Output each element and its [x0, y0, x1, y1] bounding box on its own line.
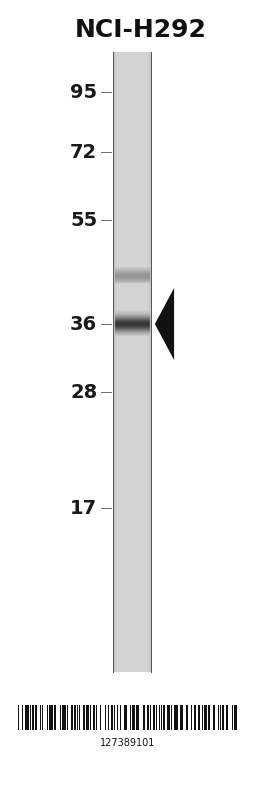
Text: 95: 95: [70, 82, 97, 102]
Bar: [171, 705, 172, 730]
Bar: [120, 705, 121, 730]
Polygon shape: [155, 288, 174, 360]
Bar: [22, 705, 23, 730]
Bar: [159, 705, 160, 730]
Bar: [47, 705, 48, 730]
Bar: [136, 705, 140, 730]
Bar: [25, 705, 29, 730]
Bar: [174, 705, 178, 730]
Bar: [222, 705, 224, 730]
Bar: [153, 705, 155, 730]
Bar: [116, 705, 118, 730]
Text: 28: 28: [70, 382, 97, 402]
Bar: [90, 705, 91, 730]
Bar: [204, 705, 207, 730]
Bar: [164, 705, 165, 730]
Bar: [132, 705, 135, 730]
Bar: [49, 705, 53, 730]
Bar: [232, 705, 233, 730]
Bar: [208, 705, 210, 730]
Text: 36: 36: [70, 314, 97, 334]
Bar: [71, 705, 73, 730]
Bar: [42, 705, 43, 730]
Bar: [147, 705, 149, 730]
Bar: [150, 705, 152, 730]
Bar: [100, 705, 101, 730]
Bar: [218, 705, 219, 730]
Bar: [130, 705, 131, 730]
Bar: [234, 705, 237, 730]
Bar: [32, 705, 34, 730]
Text: 72: 72: [70, 142, 97, 162]
Bar: [191, 705, 192, 730]
Text: 55: 55: [70, 210, 97, 230]
Text: NCI-H292: NCI-H292: [75, 18, 207, 42]
Bar: [156, 705, 157, 730]
Text: 17: 17: [70, 498, 97, 518]
Bar: [220, 705, 221, 730]
Bar: [180, 705, 183, 730]
Bar: [111, 705, 113, 730]
Bar: [114, 705, 115, 730]
Bar: [226, 705, 228, 730]
Bar: [92, 705, 95, 730]
Bar: [87, 705, 89, 730]
Bar: [96, 705, 97, 730]
Bar: [104, 705, 106, 730]
Bar: [186, 705, 188, 730]
Bar: [67, 705, 68, 730]
Bar: [77, 705, 78, 730]
Bar: [35, 705, 37, 730]
Text: 127389101: 127389101: [100, 738, 156, 749]
Bar: [202, 705, 203, 730]
Bar: [18, 705, 19, 730]
Bar: [167, 705, 169, 730]
Bar: [74, 705, 76, 730]
Bar: [198, 705, 200, 730]
Bar: [161, 705, 162, 730]
Bar: [62, 705, 66, 730]
Bar: [124, 705, 127, 730]
Bar: [79, 705, 80, 730]
Bar: [40, 705, 41, 730]
Bar: [83, 705, 85, 730]
Bar: [108, 705, 109, 730]
Bar: [30, 705, 31, 730]
Bar: [54, 705, 56, 730]
Bar: [143, 705, 145, 730]
Bar: [213, 705, 215, 730]
Bar: [60, 705, 61, 730]
Bar: [194, 705, 196, 730]
